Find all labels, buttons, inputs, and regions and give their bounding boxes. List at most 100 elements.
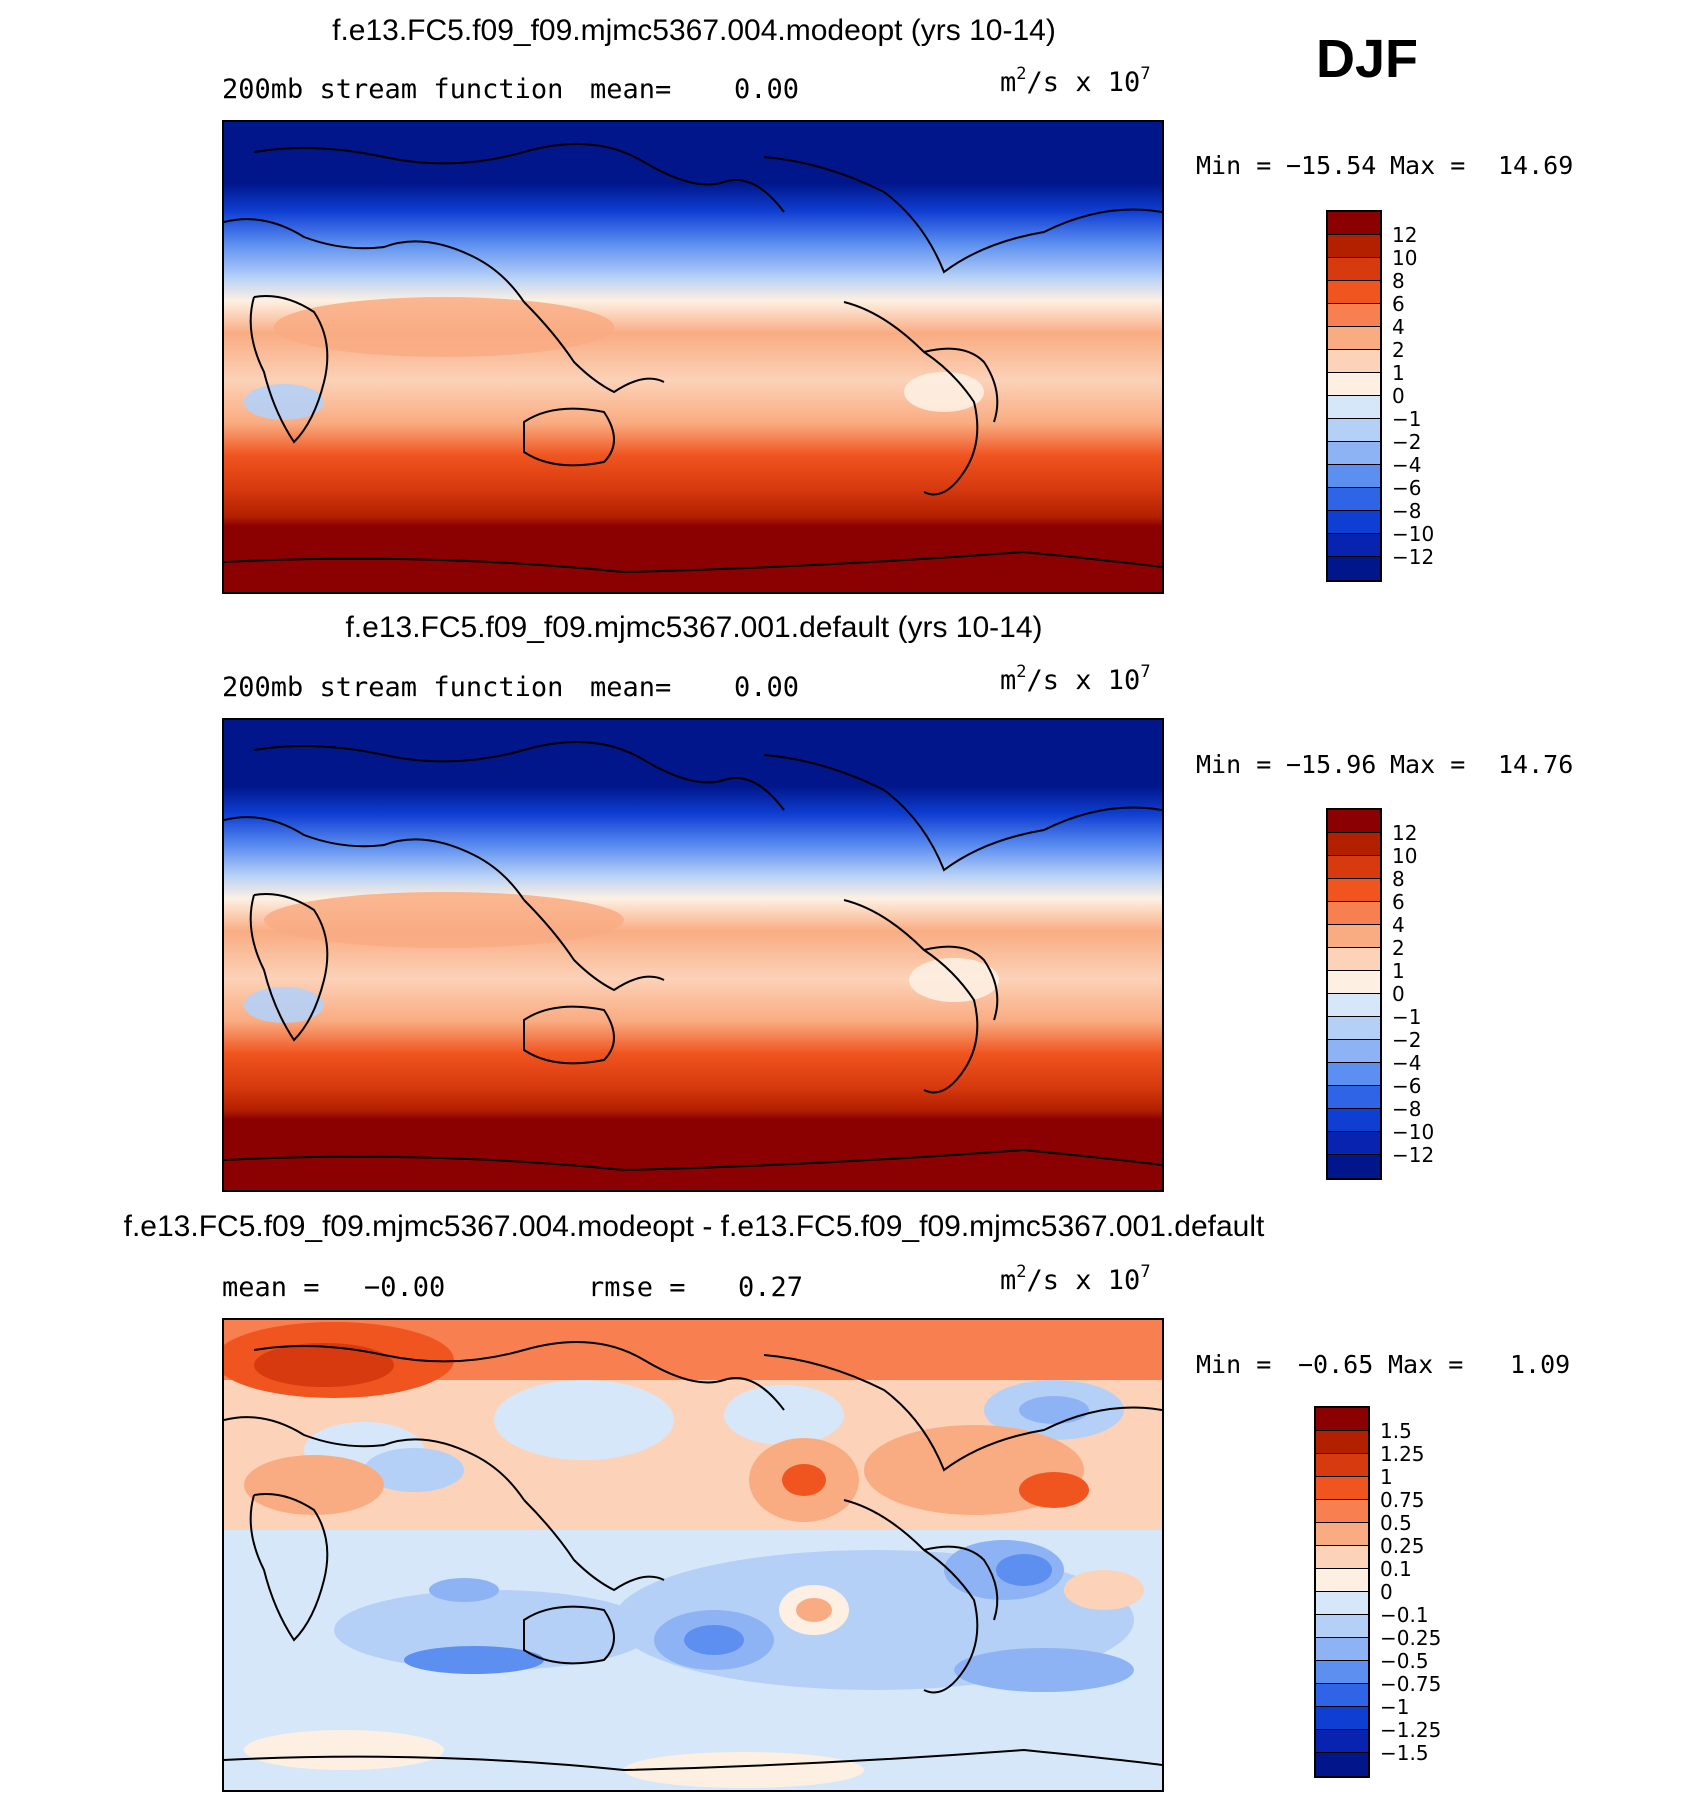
colorbar-label: −6 — [1392, 1074, 1422, 1098]
panel1-colorbar — [1326, 210, 1382, 582]
panel2-map-svg — [224, 720, 1162, 1190]
panel3-contour — [624, 1752, 864, 1788]
panel3-min-value: −0.65 — [1298, 1350, 1374, 1379]
panel2-colorbar-swatches — [1328, 810, 1380, 1178]
panel3-contour — [996, 1554, 1052, 1586]
colorbar-swatch — [1316, 1684, 1368, 1707]
panel1-mean-value: 0.00 — [734, 74, 800, 105]
colorbar-swatch — [1328, 971, 1380, 994]
season-label: DJF — [1316, 29, 1419, 89]
panel3-title: f.e13.FC5.f09_f09.mjmc5367.004.modeopt -… — [123, 1210, 1265, 1243]
panel2-min-value: −15.96 — [1286, 750, 1377, 779]
colorbar-swatch — [1328, 281, 1380, 304]
panel2-map — [222, 718, 1164, 1192]
panel2-title: f.e13.FC5.f09_f09.mjmc5367.001.default (… — [345, 611, 1043, 644]
colorbar-label: −8 — [1392, 1097, 1422, 1121]
panel1-map-svg — [224, 122, 1162, 592]
panel1-contour — [244, 384, 324, 420]
colorbar-swatch — [1328, 879, 1380, 902]
colorbar-swatch — [1316, 1500, 1368, 1523]
colorbar-swatch — [1316, 1569, 1368, 1592]
panel3-contour — [404, 1646, 544, 1674]
panel3-contour — [244, 1730, 444, 1770]
colorbar-swatch — [1316, 1408, 1368, 1431]
panel1-max-value: 14.69 — [1498, 151, 1574, 180]
colorbar-swatch — [1316, 1477, 1368, 1500]
colorbar-label: −10 — [1392, 1120, 1435, 1144]
colorbar-label: −1 — [1380, 1695, 1410, 1719]
panel2-field-label: 200mb stream function — [222, 672, 564, 703]
panel3-contour — [429, 1578, 499, 1602]
panel1-field — [224, 122, 1162, 592]
colorbar-label: −8 — [1392, 499, 1422, 523]
panel2-contour — [264, 892, 624, 948]
panel3-coastlines — [224, 1341, 1162, 1772]
panel3-map-svg — [224, 1320, 1162, 1790]
panel3-max-value: 1.09 — [1510, 1350, 1571, 1379]
colorbar-label: 0 — [1392, 384, 1405, 408]
panel1-contour — [904, 372, 984, 412]
colorbar-swatch — [1328, 327, 1380, 350]
colorbar-label: −0.75 — [1380, 1672, 1442, 1696]
colorbar-swatch — [1328, 810, 1380, 833]
panel3-contour — [1019, 1396, 1089, 1424]
colorbar-label: −6 — [1392, 476, 1422, 500]
panel3-colorbar — [1314, 1406, 1370, 1778]
colorbar-swatch — [1328, 1155, 1380, 1178]
colorbar-label: 4 — [1392, 315, 1405, 339]
colorbar-label: −0.5 — [1380, 1649, 1429, 1673]
panel1-colorbar-swatches — [1328, 212, 1380, 580]
panel3-max-label: Max = — [1388, 1350, 1464, 1379]
panel2-mean-value: 0.00 — [734, 672, 800, 703]
colorbar-swatch — [1328, 258, 1380, 281]
colorbar-swatch — [1328, 511, 1380, 534]
colorbar-label: −1 — [1392, 407, 1422, 431]
colorbar-label: 10 — [1392, 844, 1418, 868]
panel3-contour — [254, 1343, 394, 1387]
colorbar-swatch — [1328, 534, 1380, 557]
colorbar-label: −1.5 — [1380, 1741, 1429, 1765]
colorbar-label: 1 — [1380, 1465, 1393, 1489]
colorbar-swatch — [1328, 1132, 1380, 1155]
colorbar-label: 1.25 — [1380, 1442, 1425, 1466]
panel2-units: m2/s x 107 — [1000, 662, 1151, 696]
colorbar-label: −2 — [1392, 430, 1422, 454]
panel3-rmse-label: rmse = — [588, 1272, 686, 1303]
colorbar-label: 10 — [1392, 246, 1418, 270]
colorbar-swatch — [1328, 373, 1380, 396]
colorbar-label: 6 — [1392, 292, 1405, 316]
colorbar-label: 0.75 — [1380, 1488, 1425, 1512]
colorbar-swatch — [1316, 1431, 1368, 1454]
colorbar-swatch — [1328, 1017, 1380, 1040]
panel2-contour — [909, 958, 999, 1002]
colorbar-label: 1 — [1392, 361, 1405, 385]
panel3-rmse-value: 0.27 — [738, 1272, 804, 1303]
colorbar-label: 0.25 — [1380, 1534, 1425, 1558]
panel1-field-label: 200mb stream function — [222, 74, 564, 105]
colorbar-label: 2 — [1392, 936, 1405, 960]
panel2-mean-label: mean= — [590, 672, 672, 703]
colorbar-swatch — [1328, 1109, 1380, 1132]
panel3-mean-label: mean = — [222, 1272, 320, 1303]
colorbar-label: 12 — [1392, 223, 1418, 247]
colorbar-label: 0 — [1380, 1580, 1393, 1604]
colorbar-swatch — [1316, 1523, 1368, 1546]
colorbar-label: 1 — [1392, 959, 1405, 983]
colorbar-label: −0.25 — [1380, 1626, 1442, 1650]
colorbar-swatch — [1328, 396, 1380, 419]
colorbar-label: −4 — [1392, 1051, 1422, 1075]
colorbar-swatch — [1316, 1592, 1368, 1615]
panel2-max-label: Max = — [1390, 750, 1466, 779]
colorbar-label: −12 — [1392, 545, 1435, 569]
colorbar-label: −1 — [1392, 1005, 1422, 1029]
panel3-contour — [304, 1540, 744, 1600]
panel1-map — [222, 120, 1164, 594]
colorbar-swatch — [1328, 833, 1380, 856]
panel2-field — [224, 720, 1162, 1190]
colorbar-swatch — [1328, 902, 1380, 925]
colorbar-swatch — [1316, 1454, 1368, 1477]
panel3-colorbar-swatches — [1316, 1408, 1368, 1776]
panel3-min-label: Min = — [1196, 1350, 1272, 1379]
panel3-contour — [334, 1590, 654, 1670]
colorbar-label: −1.25 — [1380, 1718, 1442, 1742]
